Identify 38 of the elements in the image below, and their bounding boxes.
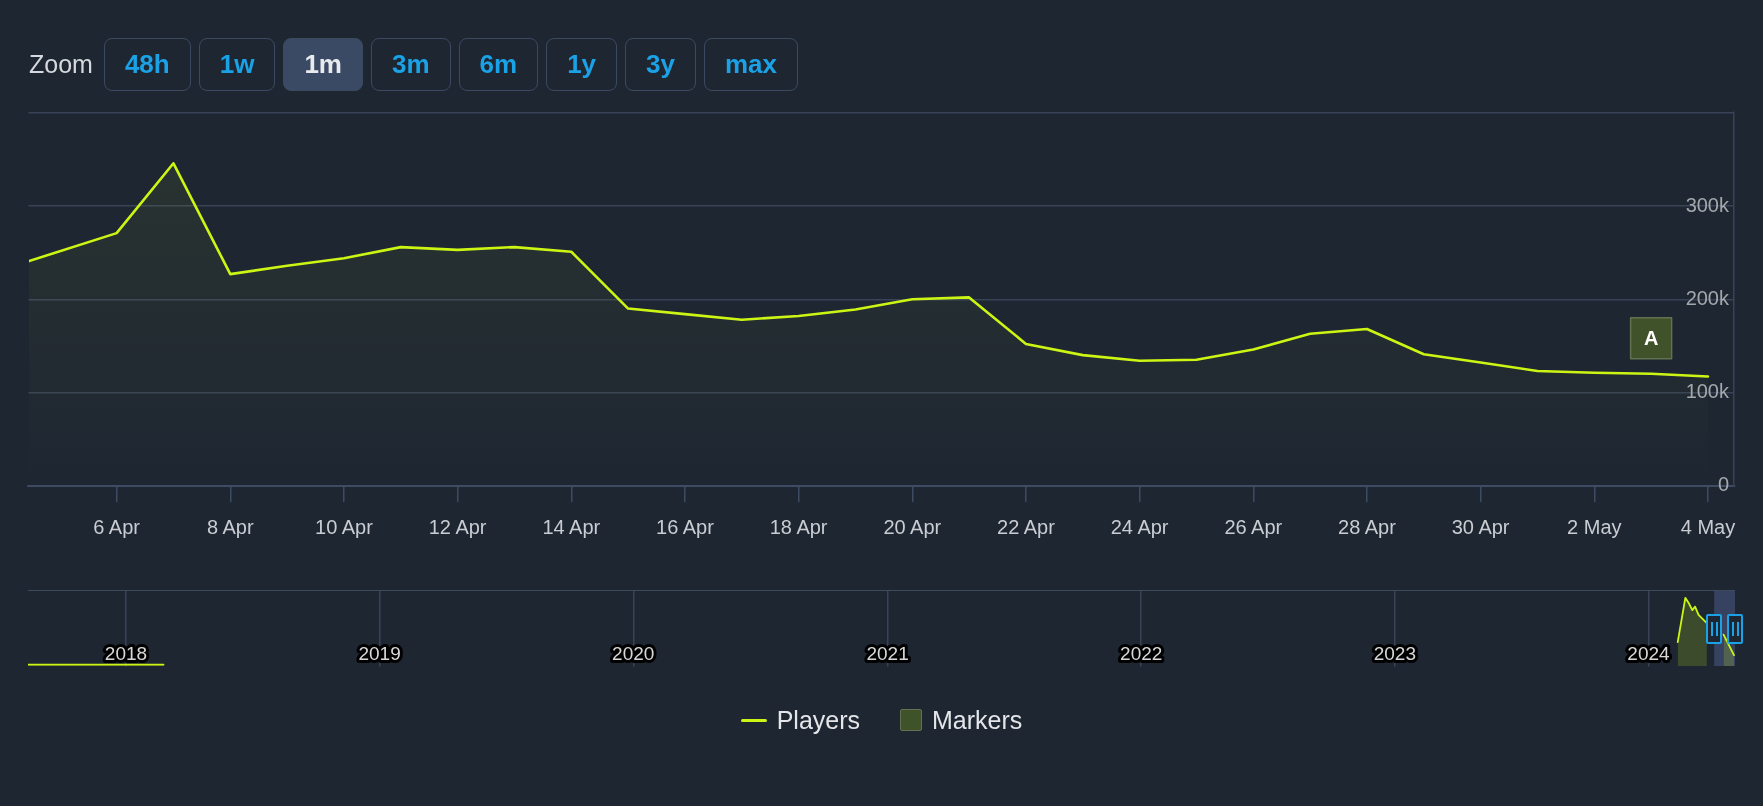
x-tick-label: 20 Apr <box>883 516 942 539</box>
x-tick-label: 24 Apr <box>1110 516 1169 539</box>
legend-label: Players <box>776 705 861 735</box>
x-tick-label: 2021 <box>866 642 909 664</box>
zoom-button[interactable]: 48h <box>103 38 191 91</box>
x-tick-label: 2023 <box>1373 642 1417 664</box>
x-tick-label: 16 Apr <box>656 516 715 539</box>
x-tick-label: 10 Apr <box>315 516 374 539</box>
zoom-button[interactable]: 6m <box>458 38 539 91</box>
data-label: A <box>1643 326 1659 349</box>
x-tick-label: 14 Apr <box>542 516 601 539</box>
y-tick-label: 300k <box>1685 193 1730 216</box>
x-tick-label: 2024 <box>1627 642 1671 664</box>
x-tick-label: 18 Apr <box>769 516 828 539</box>
x-tick-label: 2022 <box>1120 642 1163 664</box>
x-tick-label: 2020 <box>612 642 655 664</box>
text: Zoom <box>29 50 93 79</box>
y-tick-label: 100k <box>1685 379 1730 402</box>
x-tick-label: 30 Apr <box>1451 516 1510 539</box>
x-tick-label: 28 Apr <box>1338 516 1397 539</box>
zoom-button[interactable]: 3m <box>371 38 451 91</box>
zoom-button[interactable]: max <box>704 38 799 91</box>
x-tick-label: 22 Apr <box>997 516 1056 539</box>
x-tick-label: 26 Apr <box>1224 516 1283 539</box>
legend-label: Markers <box>932 705 1023 735</box>
x-tick-label: 2018 <box>104 642 148 664</box>
zoom-button[interactable]: 1w <box>198 38 276 91</box>
x-tick-label: 2 May <box>1567 516 1622 539</box>
y-tick-label: 200k <box>1685 286 1730 309</box>
x-tick-label: 2019 <box>358 642 401 664</box>
zoom-button[interactable]: 3y <box>625 38 696 91</box>
x-tick-label: 12 Apr <box>428 516 487 539</box>
y-tick-label: 0 <box>1717 473 1729 496</box>
zoom-button[interactable]: 1y <box>546 38 618 91</box>
x-tick-label: 4 May <box>1680 516 1736 539</box>
x-tick-label: 6 Apr <box>93 516 141 539</box>
x-tick-label: 8 Apr <box>206 516 254 539</box>
zoom-button[interactable]: 1m <box>283 38 363 91</box>
